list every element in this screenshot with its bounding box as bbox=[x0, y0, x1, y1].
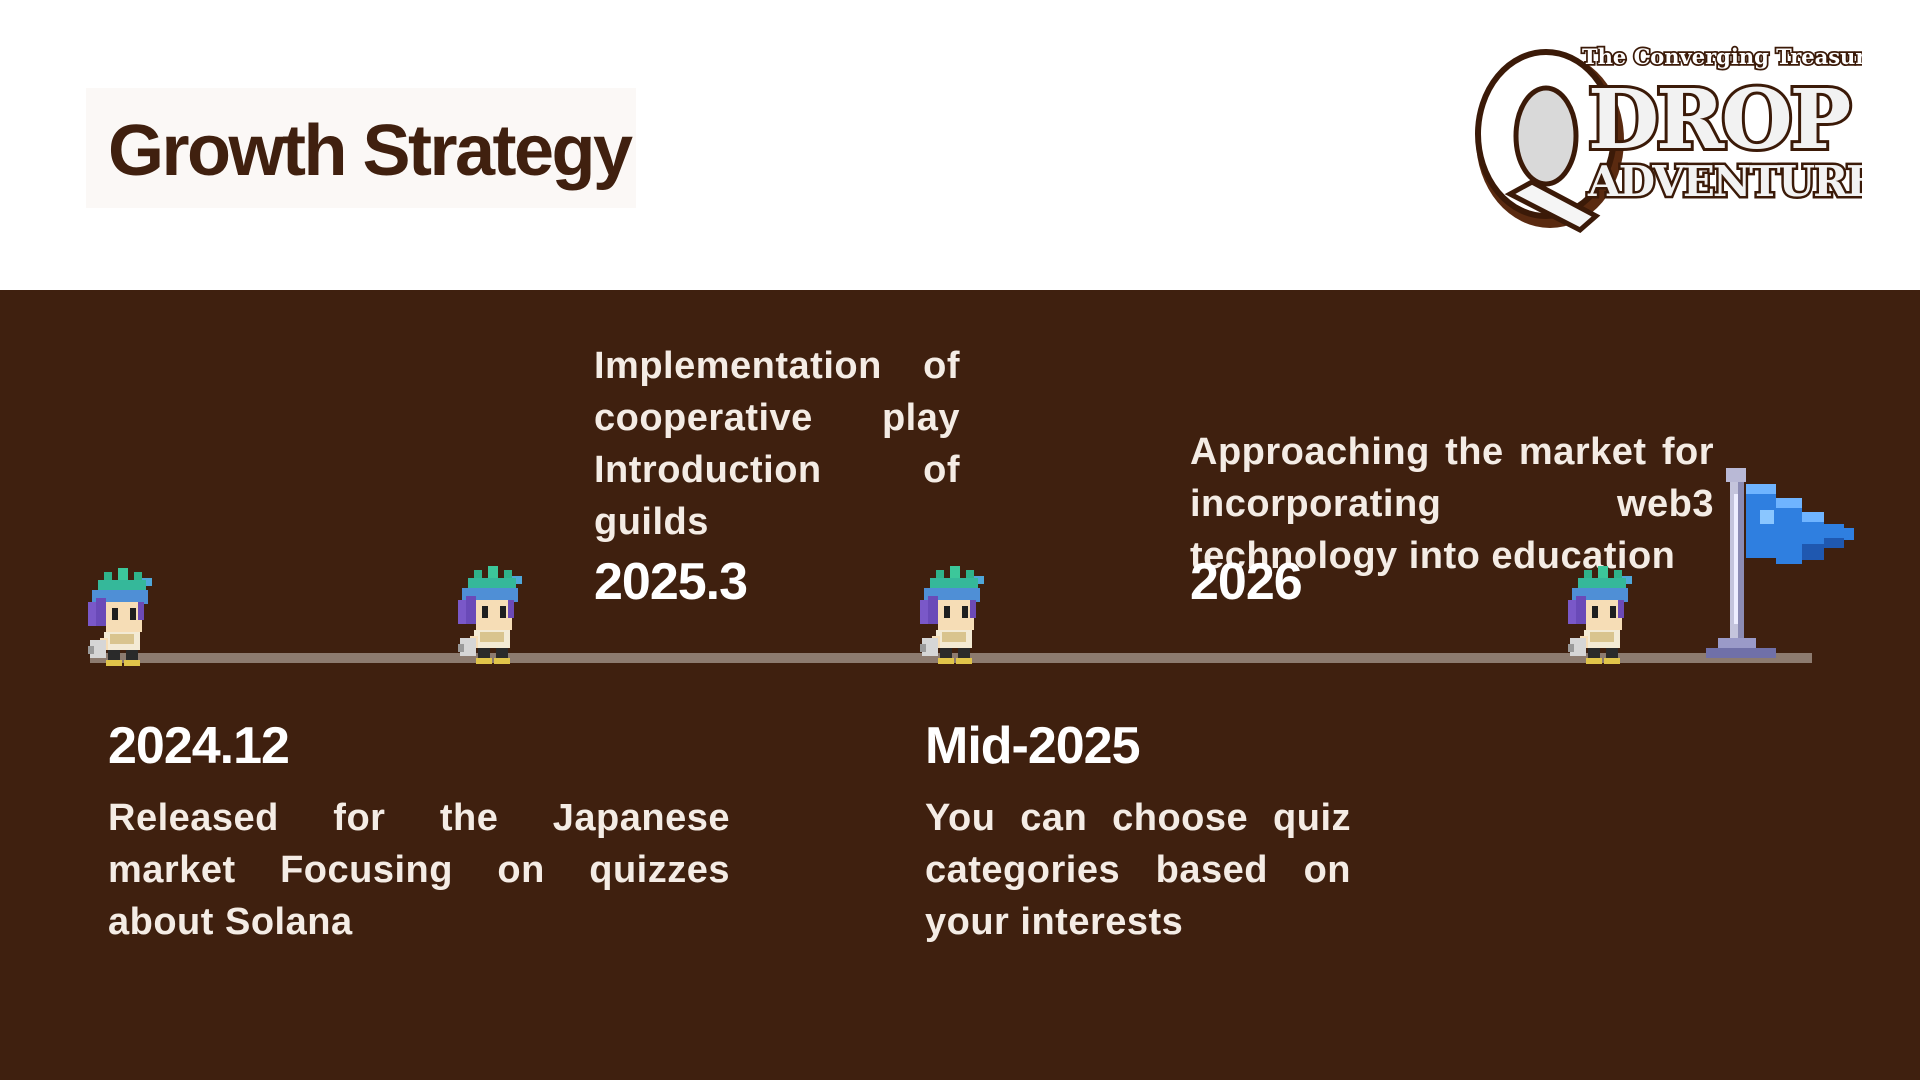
logo-subtitle: ADVENTURE bbox=[1587, 157, 1862, 206]
goal-flag-icon bbox=[1706, 468, 1854, 658]
pixel-hero-character-icon bbox=[458, 566, 522, 664]
pixel-hero-character-icon bbox=[88, 568, 152, 666]
svg-text:DROP: DROP bbox=[1588, 72, 1850, 168]
timeline-panel: 2024.12 Released for the Japanese market… bbox=[0, 290, 1920, 1080]
title-box: Growth Strategy bbox=[86, 88, 636, 208]
milestone-mid-2025-date: Mid-2025 bbox=[925, 717, 1141, 775]
milestone-mid-2025-description: You can choose quiz categories based on … bbox=[925, 797, 1351, 943]
milestone-2024-12-date: 2024.12 bbox=[108, 717, 290, 775]
slide-title: Growth Strategy bbox=[108, 111, 633, 191]
qdrop-adventure-logo: The Converging Treasures DROP ADVENTURE bbox=[1475, 44, 1862, 234]
pixel-hero-character-icon bbox=[1568, 566, 1632, 664]
milestone-2024-12-description: Released for the Japanese market Focusin… bbox=[108, 797, 730, 943]
milestone-2025-3-date: 2025.3 bbox=[594, 553, 748, 611]
milestone-2026-date: 2026 bbox=[1190, 553, 1303, 611]
pixel-hero-character-icon bbox=[920, 566, 984, 664]
logo-tagline: The Converging Treasures bbox=[1582, 44, 1862, 69]
milestone-2026-description: Approaching the market for incorporating… bbox=[1190, 431, 1714, 577]
milestone-2025-3-description: Implementation of cooperative play Intro… bbox=[594, 345, 960, 543]
slide-header: Growth Strategy The Converging Treasures… bbox=[0, 0, 1920, 290]
